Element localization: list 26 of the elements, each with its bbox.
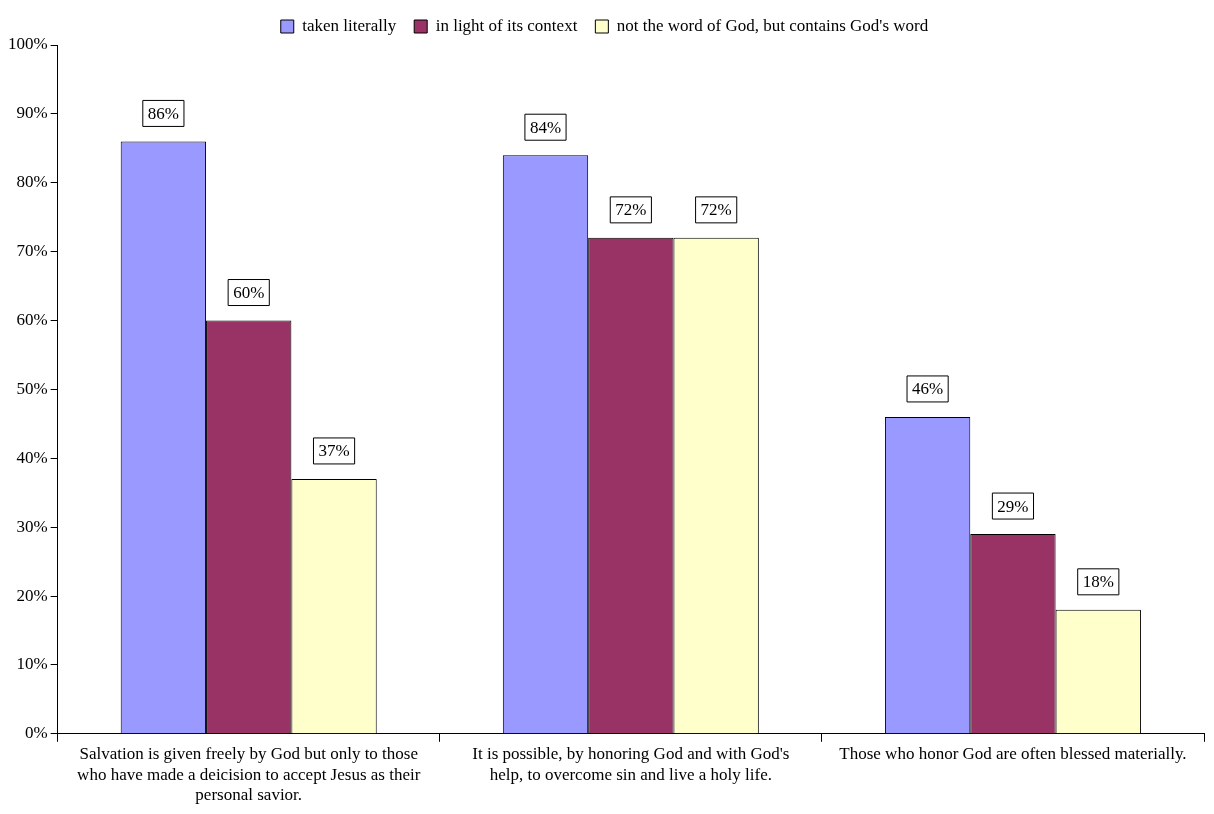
y-tick-label: 50% bbox=[16, 378, 48, 398]
y-tick-label: 10% bbox=[16, 654, 48, 674]
legend-label: in light of its context bbox=[435, 15, 578, 35]
legend-label: not the word of God, but contains God's word bbox=[616, 15, 929, 35]
y-tick-label: 30% bbox=[16, 516, 48, 536]
y-tick-label: 80% bbox=[16, 172, 48, 192]
data-label: 72% bbox=[615, 200, 647, 220]
y-tick-label: 40% bbox=[16, 447, 48, 467]
y-tick-label: 20% bbox=[16, 585, 48, 605]
y-tick-label: 70% bbox=[16, 241, 48, 261]
y-tick-label: 0% bbox=[24, 723, 48, 743]
y-tick-label: 60% bbox=[16, 309, 48, 329]
data-label: 18% bbox=[1082, 572, 1114, 592]
data-label: 37% bbox=[318, 441, 350, 461]
legend-label: taken literally bbox=[302, 15, 397, 35]
y-tick-label: 100% bbox=[7, 34, 48, 54]
data-label: 60% bbox=[233, 282, 265, 302]
data-label: 72% bbox=[700, 200, 732, 220]
y-tick-label: 90% bbox=[16, 103, 48, 123]
data-label: 86% bbox=[147, 103, 179, 123]
data-label: 46% bbox=[912, 379, 944, 399]
data-label: 29% bbox=[997, 496, 1029, 516]
x-tick-label: Salvation is given freely by God but only to those who have made a deicision to accept Jesus as their personal savior. bbox=[77, 744, 421, 805]
x-tick-label: It is possible, by honoring God and with God's help, to overcome sin and live a holy life. bbox=[472, 744, 790, 784]
data-label: 84% bbox=[529, 117, 562, 137]
x-tick-label: Those who honor God are often blessed materially. bbox=[839, 744, 1187, 764]
